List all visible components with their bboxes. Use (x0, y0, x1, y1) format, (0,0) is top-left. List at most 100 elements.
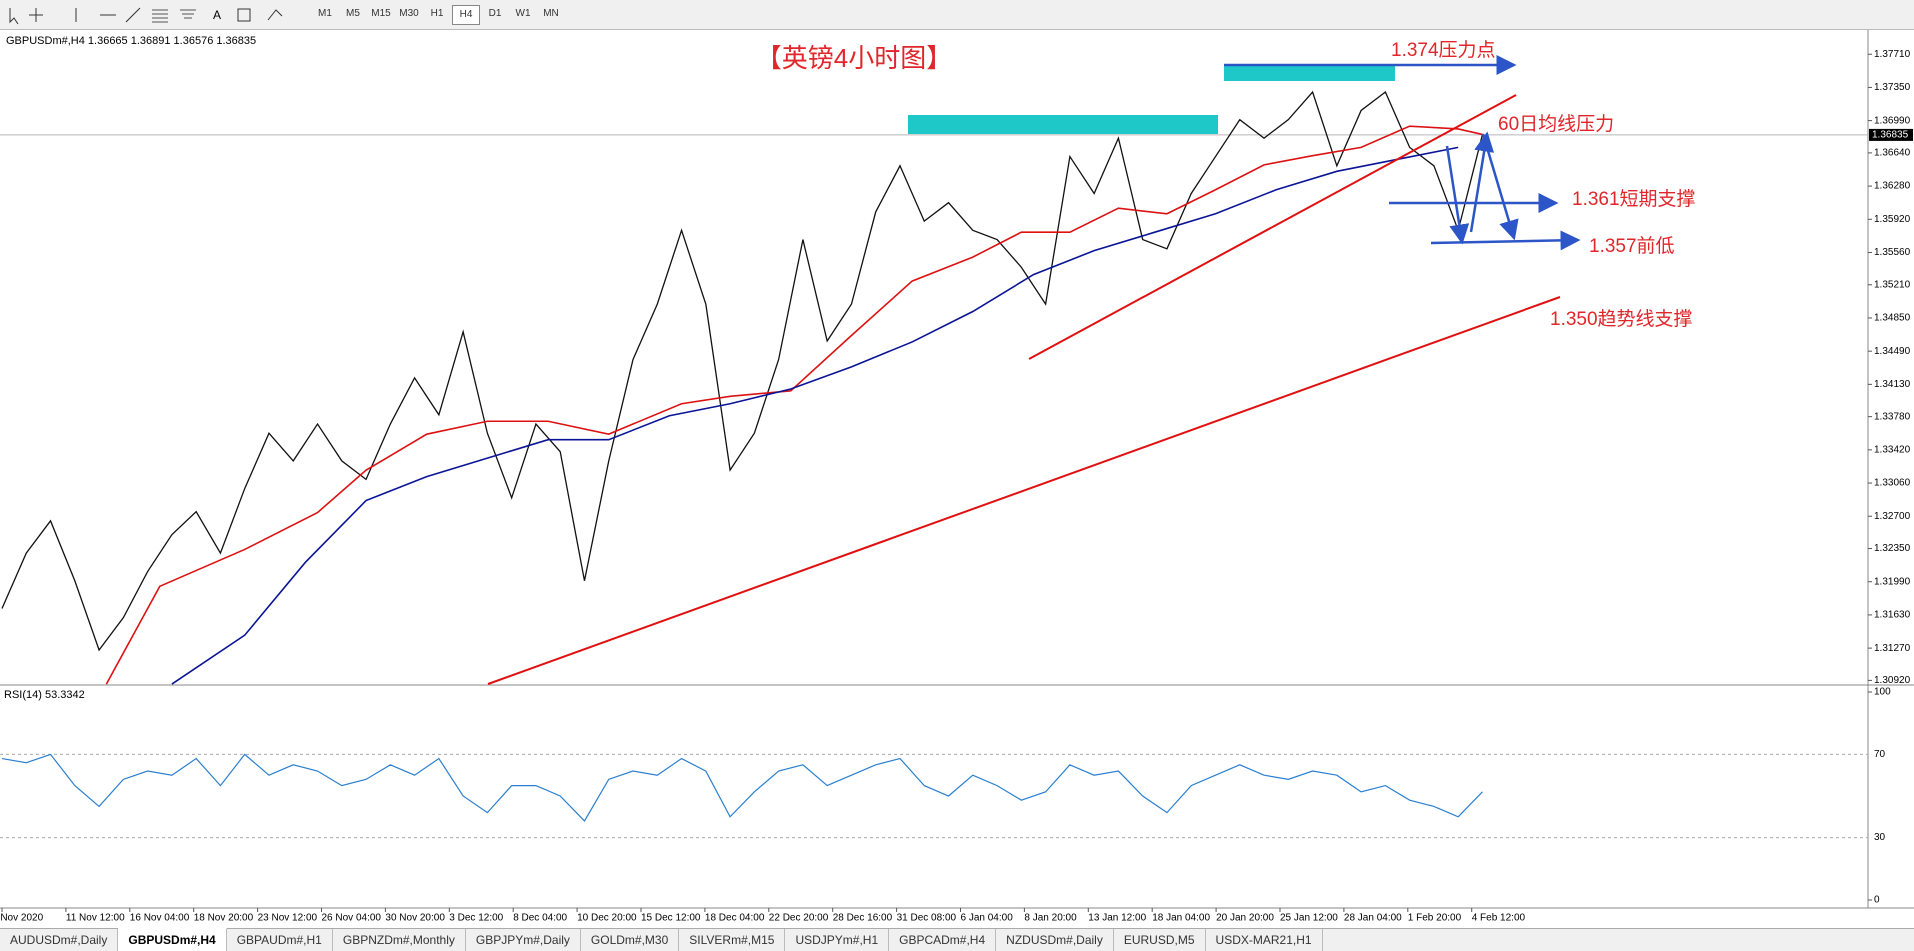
x-tick-label: 8 Jan 20:00 (1024, 913, 1077, 924)
chart-tab[interactable]: SILVERm#,M15 (679, 929, 786, 951)
rsi-tick-label: 30 (1874, 832, 1886, 843)
rsi-tick-label: 70 (1874, 749, 1886, 760)
x-tick-label: 25 Jan 12:00 (1280, 913, 1338, 924)
x-tick-label: 10 Dec 20:00 (577, 913, 637, 924)
x-tick-label: 15 Dec 12:00 (641, 913, 701, 924)
y-tick-label: 1.31270 (1874, 643, 1911, 654)
current-price-box (1869, 128, 1913, 141)
x-tick-label: 20 Jan 20:00 (1216, 913, 1274, 924)
chart-tab[interactable]: GOLDm#,M30 (581, 929, 680, 951)
x-tick-label: 16 Nov 04:00 (130, 913, 190, 924)
arrow (1469, 131, 1495, 233)
trendline (1028, 94, 1517, 360)
x-tick-label: 31 Dec 08:00 (897, 913, 957, 924)
y-tick-label: 1.32350 (1874, 543, 1911, 554)
tab-bar: AUDUSDm#,Daily GBPUSDm#,H4 GBPAUDm#,H1 GBPN… (0, 928, 1914, 951)
y-tick-label: 1.34850 (1874, 313, 1911, 324)
x-tick-label: 22 Dec 20:00 (769, 913, 829, 924)
timeframe-button[interactable]: M30 (399, 8, 419, 19)
annotation: 60日均线压力 (1498, 113, 1614, 135)
resistance-zone (908, 115, 1218, 134)
chart-tab[interactable]: USDX-MAR21,H1 (1206, 929, 1323, 951)
price-line (1, 90, 1484, 652)
timeframe-button[interactable]: M5 (346, 8, 360, 19)
x-tick-label: 18 Nov 20:00 (194, 913, 254, 924)
arrow (1481, 133, 1519, 241)
y-tick-label: 1.34130 (1874, 379, 1911, 390)
x-tick-label: 8 Dec 04:00 (513, 913, 567, 924)
timeframe-button[interactable]: H1 (430, 8, 444, 19)
y-tick-label: 1.36990 (1874, 115, 1911, 126)
annotation: 1.374压力点 (1391, 39, 1496, 61)
x-tick-label: 28 Jan 04:00 (1344, 913, 1402, 924)
price-panel: 1.37710 1.37350 1.36990 1.36640 1.36280 1.359… (0, 49, 1913, 686)
arrow (1445, 145, 1470, 245)
x-tick-label: 18 Jan 04:00 (1152, 913, 1210, 924)
chart-tab[interactable]: GBPUSDm#,H4 (118, 928, 227, 951)
x-tick-label: 6 Jan 04:00 (961, 913, 1014, 924)
y-tick-label: 1.33780 (1874, 411, 1911, 422)
chart-tab[interactable]: EURUSD,M5 (1114, 929, 1206, 951)
x-tick-label: 3 Dec 12:00 (449, 913, 503, 924)
moving-average (105, 125, 1483, 685)
timeframe-button[interactable]: M15 (371, 8, 391, 19)
x-tick-label: 4 Feb 12:00 (1472, 913, 1526, 924)
timeframe-button[interactable]: D1 (488, 8, 502, 19)
y-tick-label: 1.30920 (1874, 675, 1911, 686)
x-tick-label: 18 Dec 04:00 (705, 913, 765, 924)
timeframe-button[interactable]: H4 (452, 5, 480, 25)
annotation: 1.361短期支撑 (1572, 188, 1696, 210)
symbol-info: GBPUSDm#,H4 1.36665 1.36891 1.36576 1.36… (6, 35, 256, 47)
timeframe-button[interactable]: M1 (318, 8, 332, 19)
y-tick-label: 1.37350 (1874, 82, 1911, 93)
background (0, 30, 1914, 928)
chart-tab[interactable]: GBPCADm#,H4 (889, 929, 997, 951)
chart-tab[interactable]: NZDUSDm#,Daily (996, 929, 1114, 951)
rsi-line (1, 753, 1483, 822)
timeframes: M1 M5 M15 M30 H1 H4 D1 W1 MN (312, 5, 566, 25)
cursor-icon[interactable] (9, 8, 19, 25)
chart-tab[interactable]: GBPAUDm#,H1 (227, 929, 333, 951)
current-price-label: 1.36835 (1872, 130, 1909, 141)
chart-title: 【英镑4小时图】 (756, 43, 952, 73)
label-icon[interactable] (237, 8, 251, 22)
y-tick-label: 1.35560 (1874, 247, 1911, 258)
annotation: 1.350趋势线支撑 (1550, 308, 1693, 330)
x-tick-label: 26 Nov 04:00 (322, 913, 382, 924)
timeframe-button[interactable]: MN (543, 8, 559, 19)
resistance-zone (1224, 66, 1395, 81)
crosshair-icon[interactable] (29, 8, 43, 22)
chart-tab[interactable]: USDJPYm#,H1 (785, 929, 890, 951)
moving-average (171, 146, 1459, 685)
chart-tab[interactable]: GBPNZDm#,Monthly (333, 929, 466, 951)
chart: GBPUSDm#,H4 1.36665 1.36891 1.36576 1.36… (0, 30, 1914, 928)
x-tick-label: 6 Nov 2020 (0, 913, 44, 924)
y-tick-label: 1.33060 (1874, 478, 1911, 489)
x-tick-label: 11 Nov 12:00 (66, 913, 125, 924)
y-tick-label: 1.34490 (1874, 346, 1911, 357)
arrows (1224, 55, 1581, 251)
trend-icon[interactable] (125, 7, 141, 23)
channel-icon[interactable] (152, 9, 168, 23)
rsi-tick-label: 0 (1874, 895, 1880, 906)
rsi-tick-label: 100 (1874, 687, 1891, 698)
annotation: 1.357前低 (1589, 235, 1675, 257)
rsi-label: RSI(14) 53.3342 (4, 689, 85, 701)
y-tick-label: 1.35920 (1874, 214, 1911, 225)
x-tick-label: 28 Dec 16:00 (833, 913, 893, 924)
y-tick-label: 1.35210 (1874, 279, 1911, 290)
x-tick-label: 30 Nov 20:00 (385, 913, 445, 924)
shapes-icon[interactable] (267, 9, 283, 21)
chart-tab[interactable]: GBPJPYm#,Daily (466, 929, 581, 951)
fibo-icon[interactable] (180, 9, 196, 19)
x-tick-label: 1 Feb 20:00 (1408, 913, 1462, 924)
chart-tab[interactable]: AUDUSDm#,Daily (0, 929, 119, 951)
x-tick-label: 23 Nov 12:00 (258, 913, 318, 924)
y-tick-label: 1.31630 (1874, 610, 1911, 621)
trendline (487, 296, 1561, 685)
text-icon[interactable]: A (213, 8, 221, 22)
y-tick-label: 1.36640 (1874, 148, 1911, 159)
timeframe-button[interactable]: W1 (515, 8, 531, 19)
y-tick-label: 1.32700 (1874, 511, 1911, 522)
